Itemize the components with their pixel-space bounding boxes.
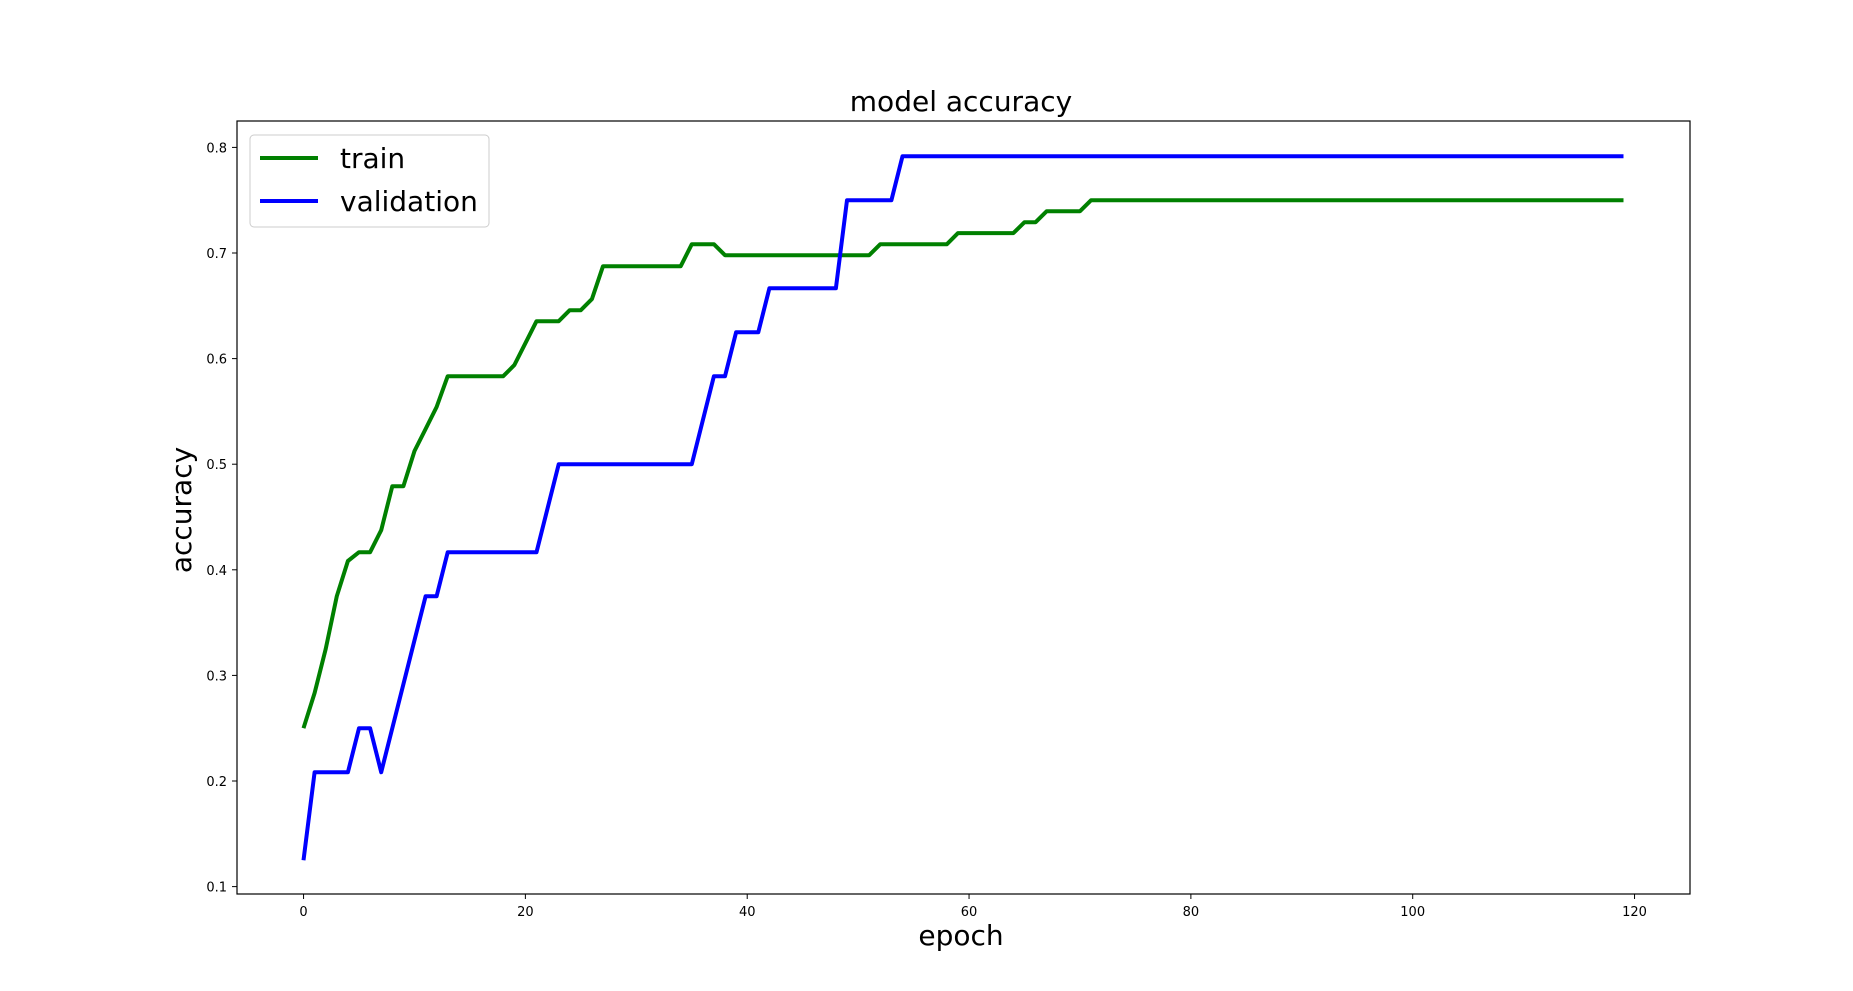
x-axis: 0 20 40 60 80 100 120	[299, 894, 1647, 920]
y-tick-label: 0.5	[206, 458, 227, 473]
x-tick-label: 120	[1622, 905, 1647, 920]
x-tick-label: 40	[739, 905, 756, 920]
y-tick-label: 0.7	[206, 247, 227, 262]
x-tick-label: 100	[1400, 905, 1425, 920]
legend-label-train: train	[340, 142, 405, 175]
y-tick-label: 0.4	[206, 564, 227, 579]
plot-area	[236, 120, 1691, 895]
series-line-validation	[301, 154, 1624, 861]
series-layer	[301, 154, 1624, 861]
y-tick-label: 0.8	[206, 141, 227, 156]
x-tick-label: 80	[1183, 905, 1200, 920]
x-tick-label: 20	[517, 905, 534, 920]
x-tick-label: 0	[299, 905, 307, 920]
series-line-train	[301, 198, 1624, 729]
y-axis-label: accuracy	[165, 447, 198, 573]
legend: train validation	[249, 134, 490, 228]
x-axis-label: epoch	[918, 919, 1003, 952]
plot-frame	[236, 120, 1691, 895]
x-tick-label: 60	[961, 905, 978, 920]
y-tick-label: 0.3	[206, 669, 227, 684]
y-tick-label: 0.6	[206, 353, 227, 368]
y-axis: 0.1 0.2 0.3 0.4 0.5 0.6 0.7 0.8	[206, 141, 237, 896]
legend-label-validation: validation	[340, 185, 478, 218]
chart-title: model accuracy	[850, 85, 1072, 118]
y-tick-label: 0.1	[206, 881, 227, 896]
y-tick-label: 0.2	[206, 775, 227, 790]
